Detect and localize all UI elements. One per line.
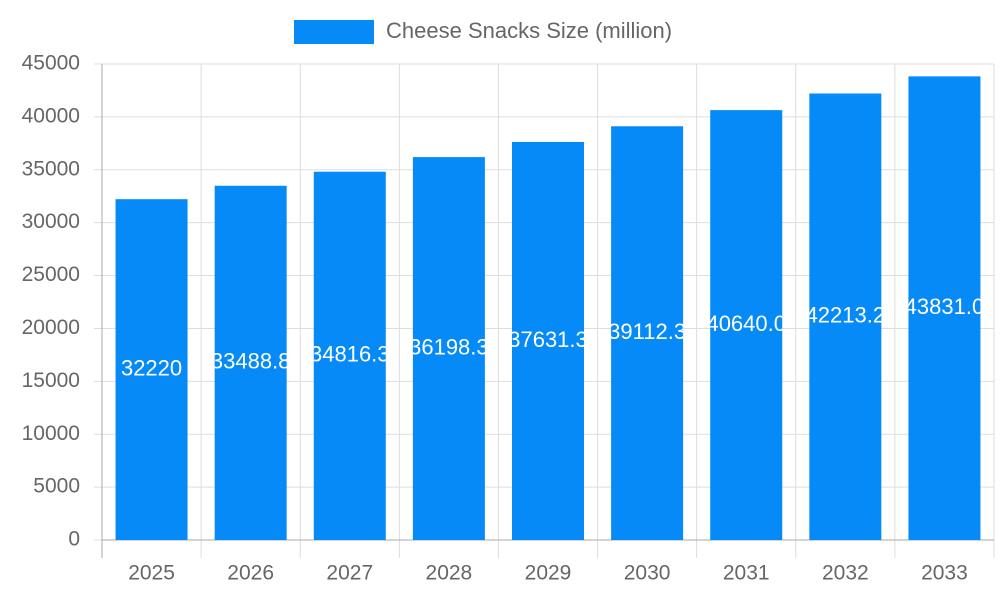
data-label: 40640.0 — [706, 311, 786, 336]
bar — [412, 157, 485, 541]
data-label: 37631.3 — [508, 327, 588, 352]
x-tick-label: 2032 — [822, 562, 869, 585]
y-tick-label: 15000 — [22, 369, 80, 392]
y-tick-label: 35000 — [22, 157, 80, 180]
y-tick-label: 30000 — [22, 210, 80, 233]
x-tick-label: 2029 — [525, 562, 572, 585]
x-tick-label: 2028 — [426, 562, 473, 585]
bar — [908, 76, 981, 541]
y-tick-label: 45000 — [22, 52, 80, 75]
y-tick-label: 25000 — [22, 263, 80, 286]
bar — [313, 171, 386, 540]
data-label: 39112.3 — [608, 319, 686, 344]
x-tick-label: 2031 — [723, 562, 770, 585]
x-tick-label: 2027 — [326, 562, 373, 585]
bar — [214, 185, 287, 540]
y-tick-label: 40000 — [22, 104, 80, 127]
y-tick-label: 10000 — [22, 422, 80, 445]
data-label: 43831.0 — [905, 294, 985, 319]
legend-label: Cheese Snacks Size (million) — [386, 18, 672, 43]
x-tick-label: 2033 — [921, 562, 968, 585]
legend-swatch — [294, 20, 374, 44]
data-label: 34816.3 — [310, 342, 390, 367]
data-label: 42213.2 — [806, 303, 886, 328]
bar — [512, 141, 584, 541]
data-label: 36198.3 — [409, 334, 489, 359]
y-tick-label: 20000 — [22, 316, 80, 339]
y-tick-label: 5000 — [33, 475, 80, 498]
bar — [710, 110, 783, 540]
y-tick-label: 0 — [68, 528, 80, 551]
bar — [611, 126, 684, 541]
data-label: 32220 — [121, 355, 182, 380]
x-tick-label: 2025 — [128, 562, 175, 585]
data-label: 33488.8 — [211, 349, 291, 374]
x-tick-label: 2030 — [624, 562, 671, 585]
bar — [809, 93, 882, 540]
x-tick-label: 2026 — [227, 562, 274, 585]
bar — [115, 199, 188, 540]
